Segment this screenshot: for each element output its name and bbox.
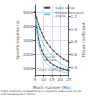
svg-text:1.0: 1.0 [71,27,78,32]
svg-text:Mach number (Ma): Mach number (Ma) [33,85,71,90]
svg-text:0.8: 0.8 [71,39,78,44]
svg-text:1000: 1000 [23,66,34,71]
svg-text:5000: 5000 [23,10,34,15]
svg-text:10: 10 [41,77,47,82]
svg-text:0.4: 0.4 [71,65,78,70]
svg-text:3000: 3000 [23,38,34,43]
svg-text:stall temperature = 1500 K: stall temperature = 1500 K [1,93,36,96]
svg-text:4000: 4000 [23,24,34,29]
svg-text:Super-ramjet: Super-ramjet [55,6,75,10]
svg-text:Thrust coefficient: Thrust coefficient [37,67,64,71]
svg-text:Thrust coefficient: Thrust coefficient [81,22,86,58]
svg-text:engine: engine [55,14,65,18]
svg-text:Specific: Specific [44,54,57,59]
svg-text:Specific impulse (s): Specific impulse (s) [15,20,20,59]
svg-text:2000: 2000 [23,52,34,57]
svg-text:Oblique detonation: Oblique detonation [55,10,84,15]
svg-text:Flight conditions correspondin: Flight conditions corresponding to a dyn… [1,90,82,93]
svg-text:20: 20 [58,77,64,82]
svg-text:0.6: 0.6 [71,52,78,57]
svg-text:25: 25 [66,77,72,82]
svg-text:1.2: 1.2 [71,14,78,19]
svg-text:impulse: impulse [44,58,57,62]
svg-text:5: 5 [34,77,37,82]
svg-text:15: 15 [49,77,55,82]
